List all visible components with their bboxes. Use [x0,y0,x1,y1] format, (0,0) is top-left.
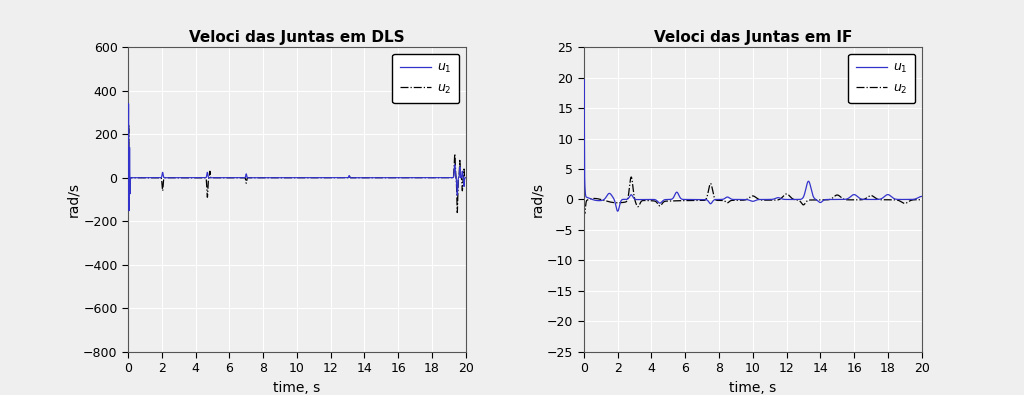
$u_2$ [846,198,858,202]
Line: $u_2$: $u_2$ [584,177,922,214]
$u_2$ [244,175,256,180]
Line: $u_1$: $u_1$ [584,79,922,211]
$u_1$ [793,197,805,202]
Legend: $u_1$, $u_2$: $u_1$, $u_2$ [848,54,915,103]
$u_1$ [122,101,134,106]
$u_1$ [578,77,590,82]
$u_2$ [337,175,349,180]
$u_1$ [122,165,134,170]
$u_1$ [373,175,385,180]
$u_1$ [337,175,349,180]
$u_1$ [915,194,928,199]
$u_2$ [625,175,637,179]
$u_1$ [460,175,472,180]
$u_2$ [139,175,152,180]
$u_1$ [244,175,256,180]
X-axis label: time, s: time, s [273,380,321,395]
$u_2$ [460,175,472,180]
Title: Veloci das Juntas em IF: Veloci das Juntas em IF [653,30,852,45]
$u_2$ [828,194,841,199]
$u_2$ [122,174,134,179]
X-axis label: time, s: time, s [729,380,776,395]
$u_2$ [700,196,713,201]
$u_1$ [139,175,152,180]
$u_2$ [595,197,607,202]
$u_1$ [777,197,790,202]
$u_2$ [915,198,928,202]
$u_2$ [777,193,790,198]
$u_2$ [578,205,590,210]
$u_1$ [611,209,624,214]
$u_2$ [452,210,464,215]
Y-axis label: rad/s: rad/s [67,182,80,217]
$u_1$ [828,197,841,202]
$u_2$ [322,175,334,180]
$u_2$ [390,175,402,180]
$u_2$ [373,175,385,180]
$u_1$ [322,175,334,180]
$u_1$ [700,197,713,202]
Line: $u_1$: $u_1$ [128,103,466,211]
$u_2$ [123,122,135,127]
$u_1$ [123,208,135,213]
$u_1$ [846,193,858,198]
$u_2$ [579,211,591,216]
Line: $u_2$: $u_2$ [128,124,466,213]
$u_1$ [390,175,402,180]
$u_1$ [595,198,607,203]
$u_1$ [578,102,590,106]
$u_2$ [793,198,805,203]
Title: Veloci das Juntas em DLS: Veloci das Juntas em DLS [189,30,404,45]
Y-axis label: rad/s: rad/s [530,182,545,217]
Legend: $u_1$, $u_2$: $u_1$, $u_2$ [392,54,460,103]
